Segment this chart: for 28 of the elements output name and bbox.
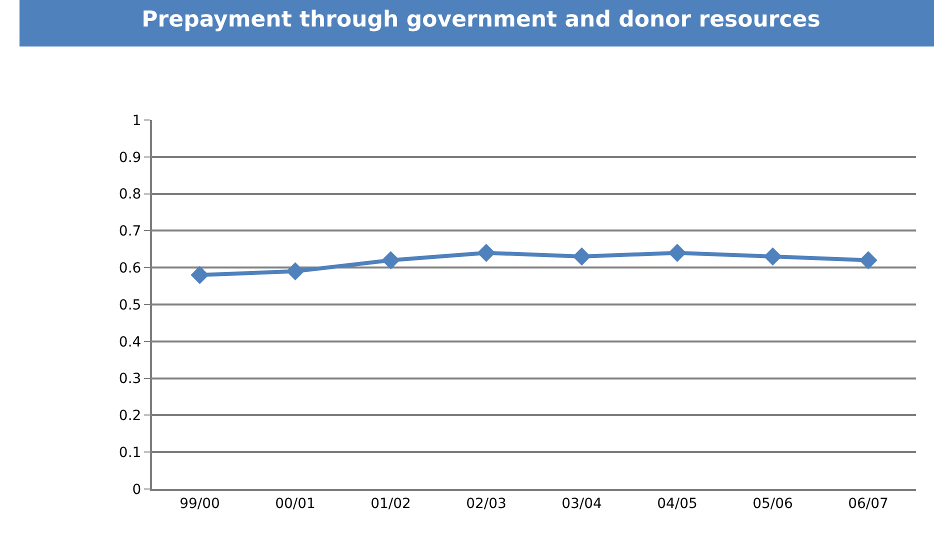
point — [859, 251, 878, 270]
y-tick-label: 0.8 — [118, 186, 142, 203]
x-tick-label: 03/04 — [562, 496, 602, 512]
x-tick-label: 05/06 — [752, 496, 794, 512]
point — [477, 244, 496, 262]
point — [382, 251, 400, 270]
y-tick-label: 0.6 — [118, 260, 142, 276]
y-tick-label: 0.2 — [118, 408, 142, 424]
y-tick-label: 0.3 — [118, 371, 142, 388]
y-tick-label: 0.4 — [118, 334, 142, 350]
point — [286, 262, 304, 280]
x-tick-label: 00/01 — [275, 496, 316, 512]
chart-title: Prepayment through government and donor resources — [142, 8, 820, 32]
point — [190, 266, 209, 284]
point — [764, 247, 782, 266]
point — [668, 244, 686, 262]
x-tick-label: 01/02 — [370, 496, 411, 512]
y-tick-label: 1 — [132, 112, 142, 129]
x-tick-label: 02/03 — [466, 496, 506, 512]
y-tick-label: 0.5 — [118, 297, 142, 314]
y-tick-label: 0.1 — [118, 445, 142, 461]
x-tick-label: 99/00 — [180, 496, 220, 512]
y-tick-label: 0 — [132, 482, 142, 498]
x-tick-label: 04/05 — [657, 496, 698, 512]
y-tick-label: 0.9 — [118, 150, 142, 166]
x-tick-label: 06/07 — [848, 496, 888, 512]
point — [572, 247, 591, 266]
y-tick-label: 0.7 — [118, 224, 142, 240]
